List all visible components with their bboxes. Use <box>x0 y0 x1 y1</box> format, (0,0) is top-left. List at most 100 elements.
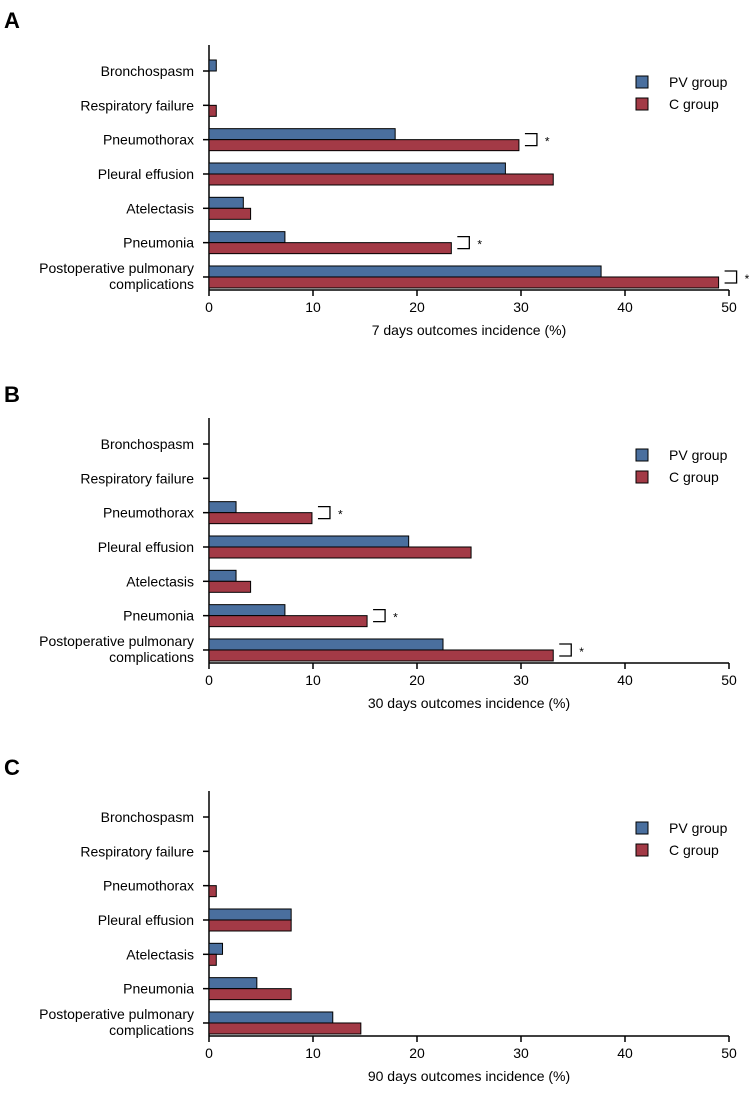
x-tick-label: 10 <box>305 299 321 315</box>
chart-panel-b: B 0 10 20 30 40 50 30 days outcomes incidence (… <box>4 382 737 711</box>
bar-c-group <box>208 919 292 932</box>
bar-pv-group <box>208 977 258 990</box>
bar-c-group <box>208 242 452 255</box>
category-label: Bronchospasm <box>101 436 194 452</box>
x-axis-title: 7 days outcomes incidence (%) <box>372 322 567 338</box>
panel-label: C <box>4 755 20 780</box>
x-tick-label: 20 <box>409 672 425 688</box>
bar-pv-group <box>208 569 237 582</box>
bar-pv-group <box>208 501 237 514</box>
bar-c-group <box>208 988 292 1001</box>
category-label: Pneumothorax <box>103 878 194 894</box>
bar-pv-group <box>208 942 224 955</box>
category-label: Postoperative pulmonary complications <box>39 260 194 292</box>
bar-pv-group <box>208 231 286 244</box>
category-label: Pneumonia <box>123 981 194 997</box>
significance-bracket <box>524 133 538 147</box>
x-axis-title: 90 days outcomes incidence (%) <box>368 1068 570 1084</box>
category-label: Postoperative pulmonary complications <box>39 1006 194 1038</box>
category-label: Atelectasis <box>126 573 194 589</box>
significance-bracket <box>317 506 331 520</box>
significance-bracket <box>724 270 738 284</box>
legend-swatch-pv <box>635 75 649 89</box>
category-label: Pleural effusion <box>98 912 194 928</box>
category-label: Pleural effusion <box>98 166 194 182</box>
panel-label: A <box>4 8 20 33</box>
x-tick-label: 0 <box>205 1045 213 1061</box>
bar-pv-group <box>208 535 410 548</box>
bar-c-group <box>208 546 472 559</box>
bar-c-group <box>208 580 252 593</box>
x-tick-label: 20 <box>409 299 425 315</box>
significance-bracket <box>373 609 386 623</box>
category-label: Atelectasis <box>126 200 194 216</box>
bar-c-group <box>208 104 217 117</box>
chart-panel-a: A 0 10 20 30 40 50 7 days outcomes incidence (%… <box>4 8 750 338</box>
x-tick-label: 10 <box>305 672 321 688</box>
significance-bracket <box>457 236 470 250</box>
bar-c-group <box>208 1022 362 1035</box>
x-tick-label: 40 <box>617 299 633 315</box>
bar-c-group <box>208 276 720 289</box>
bar-pv-group <box>208 604 286 617</box>
legend-label: C group <box>669 96 719 112</box>
legend-swatch-c <box>635 470 649 484</box>
bar-c-group <box>208 173 554 186</box>
legend-label: PV group <box>669 447 728 463</box>
x-tick-label: 30 <box>513 1045 529 1061</box>
x-tick-label: 0 <box>205 672 213 688</box>
x-axis-title: 30 days outcomes incidence (%) <box>368 695 570 711</box>
x-tick-label: 0 <box>205 299 213 315</box>
chart-panel-c: C 0 10 20 30 40 50 90 days outcomes incidence (… <box>4 755 737 1084</box>
category-label: Atelectasis <box>126 946 194 962</box>
x-tick-label: 50 <box>721 1045 737 1061</box>
significance-star: * <box>545 135 550 149</box>
x-tick-label: 50 <box>721 672 737 688</box>
category-label: Pneumothorax <box>103 505 194 521</box>
bar-c-group <box>208 512 313 525</box>
category-label: Respiratory failure <box>80 97 194 113</box>
bar-pv-group <box>208 128 396 141</box>
x-tick-label: 40 <box>617 1045 633 1061</box>
bar-pv-group <box>208 265 602 278</box>
bar-pv-group <box>208 908 292 921</box>
category-label: Pleural effusion <box>98 539 194 555</box>
bar-c-group <box>208 953 217 966</box>
bar-c-group <box>208 649 554 662</box>
legend-label: C group <box>669 469 719 485</box>
category-label: Bronchospasm <box>101 809 194 825</box>
x-tick-label: 50 <box>721 299 737 315</box>
category-label: Postoperative pulmonary complications <box>39 633 194 665</box>
legend-label: PV group <box>669 820 728 836</box>
category-label: Respiratory failure <box>80 470 194 486</box>
legend-swatch-c <box>635 843 649 857</box>
legend-label: PV group <box>669 74 728 90</box>
legend-label: C group <box>669 842 719 858</box>
legend-swatch-pv <box>635 821 649 835</box>
x-tick-label: 10 <box>305 1045 321 1061</box>
bar-pv-group <box>208 196 244 209</box>
bar-c-group <box>208 207 252 220</box>
x-tick-label: 20 <box>409 1045 425 1061</box>
x-tick-label: 30 <box>513 299 529 315</box>
significance-star: * <box>579 645 584 659</box>
x-tick-label: 40 <box>617 672 633 688</box>
significance-bracket <box>559 643 572 657</box>
significance-star: * <box>477 238 482 252</box>
category-label: Pneumothorax <box>103 132 194 148</box>
bar-c-group <box>208 885 217 898</box>
bar-pv-group <box>208 638 444 651</box>
bar-c-group <box>208 139 520 152</box>
legend-swatch-c <box>635 97 649 111</box>
bar-pv-group <box>208 59 217 72</box>
category-label: Pneumonia <box>123 608 194 624</box>
panel-label: B <box>4 382 20 407</box>
category-label: Pneumonia <box>123 235 194 251</box>
significance-star: * <box>338 508 343 522</box>
bar-c-group <box>208 615 368 628</box>
bar-pv-group <box>208 1011 334 1024</box>
x-tick-label: 30 <box>513 672 529 688</box>
significance-star: * <box>393 611 398 625</box>
significance-star: * <box>745 272 750 286</box>
